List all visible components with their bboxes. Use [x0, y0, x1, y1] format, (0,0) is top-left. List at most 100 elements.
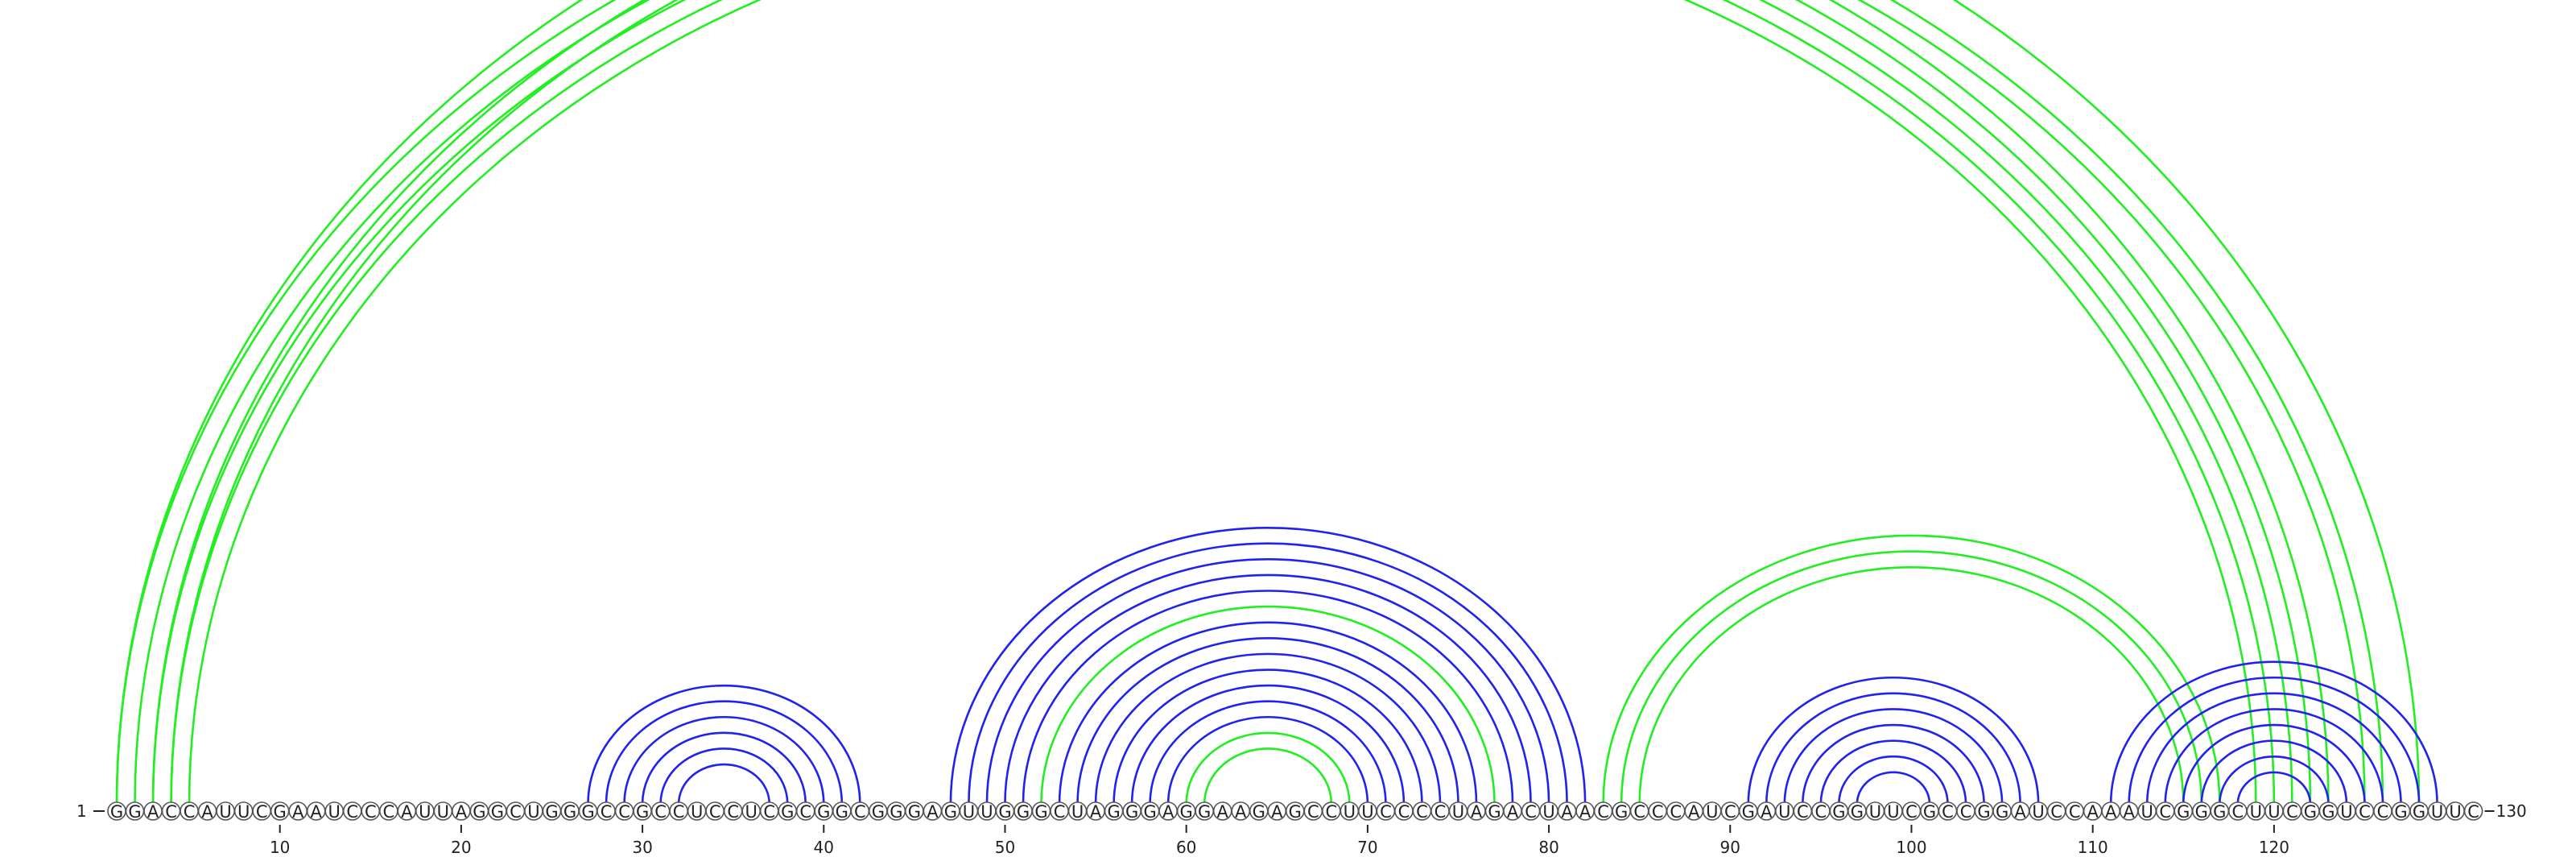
nucleotide-36: U [741, 801, 762, 822]
nucleotide-letter: C [2159, 802, 2171, 822]
nucleotide-25: G [542, 801, 562, 822]
nucleotide-letter: C [2232, 802, 2244, 822]
nucleotide-letter: C [1307, 802, 1319, 822]
nucleotide-14: C [342, 801, 362, 822]
nucleotide-104: G [1974, 801, 1994, 822]
nucleotide-68: C [1322, 801, 1341, 822]
nucleotide-letter: C [727, 802, 739, 822]
base-pair-arc-51-78 [1022, 590, 1514, 805]
nucleotide-letter: C [1670, 802, 1682, 822]
nucleotide-22: G [488, 801, 507, 822]
nucleotide-letter: G [1742, 802, 1755, 822]
nucleotide-74: C [1430, 801, 1450, 822]
nucleotide-letter: U [1778, 802, 1790, 822]
nucleotide-76: A [1467, 801, 1486, 822]
nucleotide-letter: G [545, 802, 558, 822]
nucleotide-letter: U [1452, 802, 1464, 822]
base-pair-arc-60-69 [1185, 731, 1351, 805]
tick-label-30: 30 [632, 838, 652, 857]
nucleotide-89: U [1702, 801, 1722, 822]
nucleotide-53: C [1050, 801, 1069, 822]
nucleotide-letter: G [2304, 802, 2317, 822]
nucleotide-98: U [1865, 801, 1885, 822]
nucleotide-letter: C [1942, 802, 1954, 822]
nucleotide-29: C [614, 801, 634, 822]
nucleotide-38: G [778, 801, 798, 822]
nucleotide-letter: C [1380, 802, 1392, 822]
nucleotide-letter: A [2014, 802, 2026, 822]
nucleotide-letter: U [2032, 802, 2044, 822]
nucleotide-letter: U [219, 802, 231, 822]
base-pair-arc-47-82 [949, 526, 1587, 805]
nucleotide-letter: C [2050, 802, 2062, 822]
base-pair-arc-97-101 [1856, 771, 1931, 805]
base-pair-arc-114-126 [2164, 708, 2384, 805]
nucleotide-letter: C [1905, 802, 1918, 822]
nucleotide-letter: G [2394, 802, 2407, 822]
base-pair-arc-1-123 [115, 0, 2330, 805]
base-pair-arc-54-75 [1076, 636, 1459, 805]
nucleotide-126: C [2373, 801, 2392, 822]
end-position-label: 130 [2496, 801, 2527, 821]
base-pair-arc-93-105 [1783, 708, 2004, 805]
nucleotide-letter: U [1869, 802, 1881, 822]
nucleotide-77: G [1484, 801, 1505, 822]
nucleotide-letter: G [2413, 802, 2425, 822]
nucleotide-7: U [216, 801, 235, 822]
base-pair-arc-30-39 [641, 731, 807, 805]
nucleotide-27: G [578, 801, 598, 822]
nucleotide-84: G [1612, 801, 1631, 822]
base-pair-arc-3-121 [151, 0, 2293, 805]
nucleotide-letter: C [854, 802, 866, 822]
position-axis: 10 20 30 40 50 60 70 80 90 100 110 120 [270, 825, 2289, 857]
nucleotide-letter: C [1633, 802, 1645, 822]
nucleotide-letter: U [2431, 802, 2443, 822]
base-pair-arc-5-119 [188, 0, 2257, 805]
nucleotide-letter: G [110, 802, 123, 822]
nucleotide-letter: G [998, 802, 1011, 822]
nucleotide-letter: G [1289, 802, 1302, 822]
nucleotide-letter: G [1923, 802, 1936, 822]
nucleotide-letter: G [636, 802, 649, 822]
nucleotide-109: C [2065, 801, 2084, 822]
nucleotide-90: C [1720, 801, 1740, 822]
nucleotide-87: C [1666, 801, 1686, 822]
nucleotide-letter: A [1090, 802, 1102, 822]
nucleotide-39: C [795, 801, 815, 822]
nucleotide-letter: G [2322, 802, 2334, 822]
nucleotide-letter: C [1054, 802, 1066, 822]
nucleotide-letter: U [527, 802, 539, 822]
nucleotide-letter: U [419, 802, 431, 822]
nucleotide-letter: C [2359, 802, 2371, 822]
nucleotide-letter: C [365, 802, 377, 822]
tick-label-80: 80 [1538, 838, 1558, 857]
nucleotide-letter: A [456, 802, 468, 822]
nucleotide-119: U [2246, 801, 2266, 822]
nucleotide-letter: A [201, 802, 213, 822]
nucleotide-letter: U [1887, 802, 1899, 822]
nucleotide-82: A [1575, 801, 1595, 822]
nucleotide-85: C [1629, 801, 1649, 822]
nucleotide-letter: A [1507, 802, 1519, 822]
nucleotide-letter: C [601, 802, 613, 822]
nucleotide-43: G [869, 801, 888, 822]
nucleotide-letter: G [944, 802, 957, 822]
nucleotide-60: G [1176, 801, 1196, 822]
nucleotide-75: U [1448, 801, 1468, 822]
nucleotide-4: C [161, 801, 181, 822]
base-pair-arc-2-122 [134, 0, 2312, 805]
nucleotide-6: A [197, 801, 217, 822]
nucleotide-17: A [397, 801, 417, 822]
nucleotide-30: G [633, 801, 652, 822]
base-pair-arc-53-76 [1058, 621, 1478, 805]
nucleotide-123: G [2318, 801, 2339, 822]
tick-label-40: 40 [814, 838, 834, 857]
base-pair-arc-61-68 [1203, 747, 1333, 805]
nucleotide-letter: U [2141, 802, 2153, 822]
nucleotide-96: G [1829, 801, 1849, 822]
nucleotide-letter: U [1706, 802, 1718, 822]
nucleotide-124: U [2337, 801, 2356, 822]
tick-label-100: 100 [1896, 838, 1926, 857]
nucleotide-100: C [1901, 801, 1922, 822]
nucleotide-42: C [850, 801, 870, 822]
